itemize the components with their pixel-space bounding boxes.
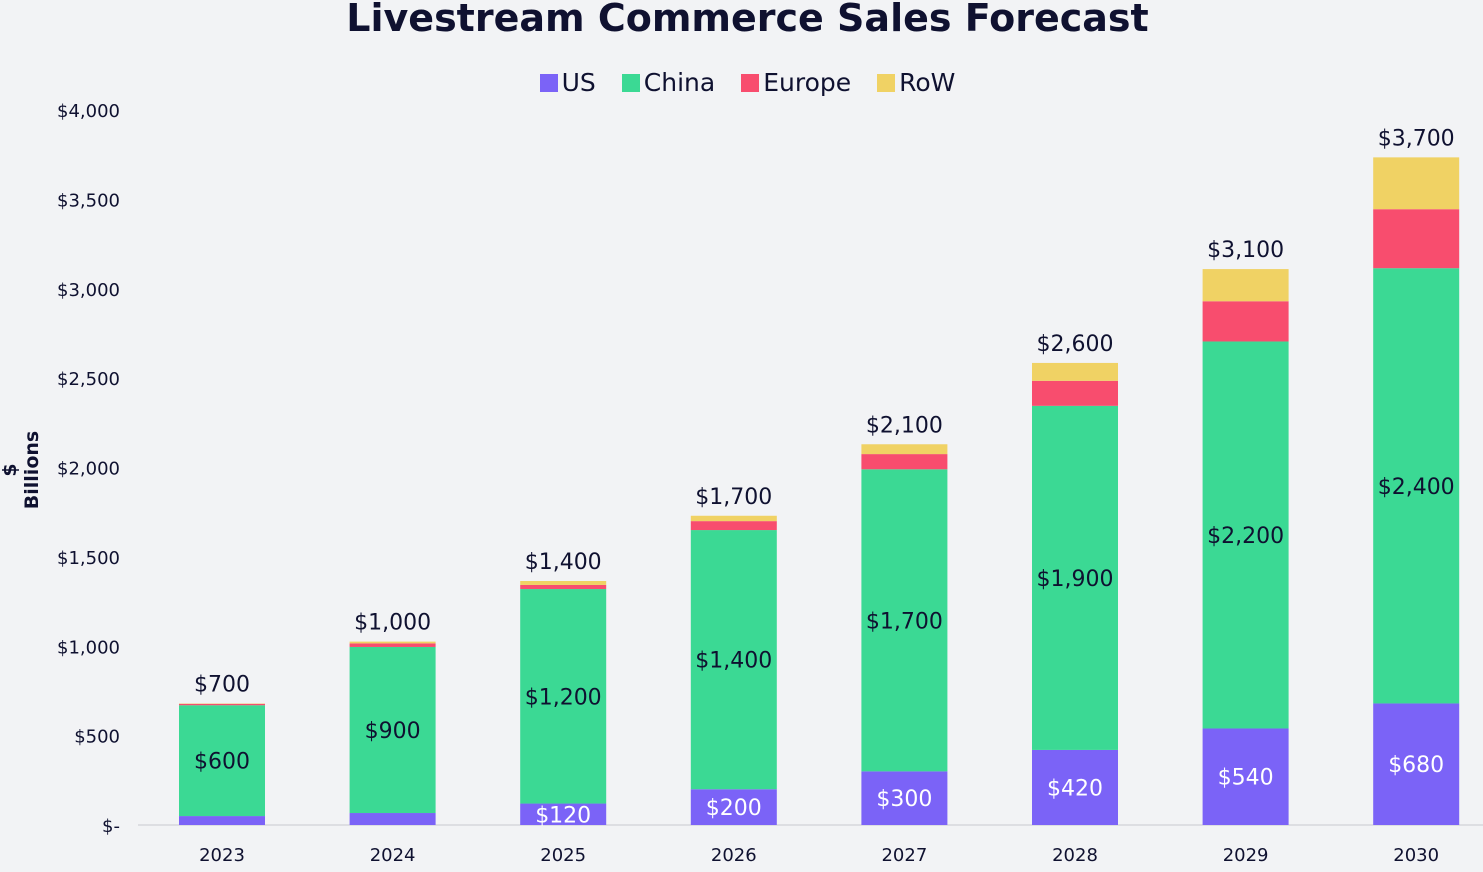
y-tick-label: $3,500	[57, 190, 120, 211]
x-tick-label: 2026	[711, 845, 757, 866]
bar-segment-row	[1373, 157, 1460, 210]
x-tick-label: 2030	[1393, 845, 1439, 866]
x-tick-label: 2028	[1052, 845, 1098, 866]
total-label: $1,700	[695, 485, 772, 510]
legend-item-us: US	[539, 68, 596, 97]
data-label-china: $1,700	[866, 609, 943, 634]
data-label-us: $540	[1218, 766, 1274, 791]
bar-segment-us	[1202, 728, 1289, 825]
y-tick-label: $4,000	[57, 101, 120, 122]
bar-segment-china	[1202, 341, 1289, 729]
y-tick-label: $2,000	[57, 459, 120, 480]
bar-segment-row	[349, 641, 436, 644]
legend-label: US	[561, 68, 596, 97]
legend-swatch	[621, 73, 640, 92]
data-label-china: $2,200	[1207, 524, 1284, 549]
legend-swatch	[539, 73, 558, 92]
chart-title: Livestream Commerce Sales Forecast	[346, 0, 1149, 40]
bar-segment-us	[690, 789, 777, 825]
bar-segment-us	[520, 803, 607, 825]
bar-segment-row	[861, 444, 948, 455]
y-tick-label: $1,500	[57, 548, 120, 569]
total-label: $1,400	[525, 550, 602, 575]
legend-label: China	[643, 68, 716, 97]
bar-segment-us	[1032, 749, 1118, 825]
bar-segment-europe	[520, 584, 607, 590]
y-tick-label: $-	[102, 816, 120, 837]
bar-segment-china	[520, 589, 607, 804]
bar-segment-europe	[1202, 301, 1289, 342]
total-label: $700	[194, 672, 250, 697]
data-label-us: $200	[706, 796, 762, 821]
bar-segment-europe	[349, 643, 436, 647]
data-label-us: $420	[1047, 776, 1103, 801]
bar-segment-row	[1032, 362, 1118, 381]
data-label-us: $120	[535, 803, 591, 828]
bar-segment-china	[1032, 405, 1118, 750]
bar-segment-row	[1202, 269, 1289, 302]
legend-label: Europe	[763, 68, 852, 97]
data-label-us: $300	[876, 787, 932, 812]
x-tick-label: 2023	[199, 845, 245, 866]
legend-swatch	[741, 73, 760, 92]
bar-segment-us	[349, 813, 436, 825]
x-tick-label: 2025	[540, 845, 586, 866]
data-label-china: $1,200	[525, 685, 602, 710]
x-tick-label: 2027	[881, 845, 927, 866]
total-label: $2,600	[1037, 332, 1114, 357]
bar-segment-china	[861, 469, 948, 772]
data-label-china: $2,400	[1378, 475, 1455, 500]
bar-segment-row	[690, 515, 777, 522]
total-label: $3,100	[1207, 238, 1284, 263]
bar-segment-europe	[1032, 380, 1118, 406]
bar-segment-china	[690, 530, 777, 790]
bar-segment-china	[179, 705, 265, 817]
data-label-china: $1,900	[1037, 567, 1114, 592]
total-label: $2,100	[866, 413, 943, 438]
legend-item-china: China	[621, 68, 716, 97]
y-tick-label: $500	[74, 727, 120, 748]
bar-segment-europe	[861, 454, 948, 470]
legend-item-europe: Europe	[741, 68, 851, 97]
data-label-china: $900	[365, 719, 421, 744]
data-label-us: $680	[1388, 753, 1444, 778]
x-tick-label: 2029	[1223, 845, 1269, 866]
bar-segment-row	[520, 581, 607, 585]
legend: US China Europe RoW	[0, 68, 1483, 97]
bar-segment-europe	[179, 703, 265, 706]
legend-item-row: RoW	[877, 68, 955, 97]
bar-segment-us	[179, 816, 265, 825]
bar-segment-us	[861, 771, 948, 825]
data-label-china: $600	[194, 750, 250, 775]
data-label-china: $1,400	[695, 649, 772, 674]
x-tick-label: 2024	[370, 845, 416, 866]
total-label: $3,700	[1378, 126, 1455, 151]
bar-segment-europe	[1373, 209, 1460, 269]
y-tick-label: $2,500	[57, 369, 120, 390]
y-tick-label: $3,000	[57, 280, 120, 301]
bar-segment-europe	[690, 521, 777, 531]
legend-swatch	[877, 73, 896, 92]
bar-segment-china	[349, 646, 436, 814]
legend-label: RoW	[899, 68, 956, 97]
bar-segment-china	[1373, 268, 1460, 704]
bar-segment-us	[1373, 703, 1460, 825]
y-tick-label: $1,000	[57, 637, 120, 658]
total-label: $1,000	[354, 611, 431, 636]
